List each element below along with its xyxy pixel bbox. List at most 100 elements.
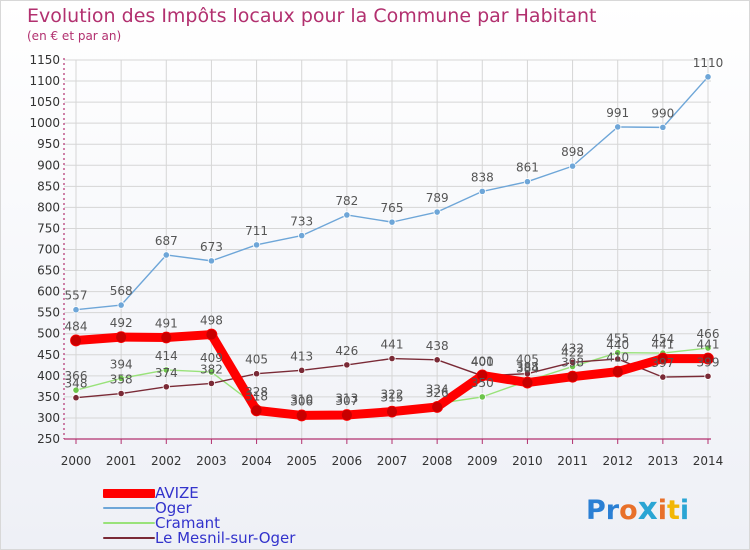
data-point-avize [521,376,534,389]
data-label-le-mesnil-sur-oger: 432 [561,341,584,355]
y-tick-label: 850 [37,179,60,193]
data-point-oger [388,218,396,226]
data-label-cramant: 388 [516,360,539,374]
data-point-avize [566,370,579,383]
x-tick-label: 2012 [602,454,633,468]
chart-title: Evolution des Impôts locaux pour la Comm… [27,5,597,27]
x-tick-label: 2011 [557,454,588,468]
data-point-oger [523,178,532,186]
data-label-avize: 315 [381,391,404,405]
data-label-avize: 318 [245,389,268,403]
data-point-le-mesnil-sur-oger [433,356,441,364]
x-tick-label: 2003 [196,454,227,468]
logo-letter: i [679,495,690,526]
data-label-le-mesnil-sur-oger: 405 [245,353,268,367]
data-label-le-mesnil-sur-oger: 400 [471,355,494,369]
legend-swatch-avize [103,488,155,498]
data-point-avize [160,331,173,344]
data-label-cramant: 350 [471,376,494,390]
data-point-le-mesnil-sur-oger [568,358,577,366]
data-label-cramant: 409 [200,351,223,365]
y-tick-label: 300 [37,411,60,425]
data-point-le-mesnil-sur-oger [207,379,216,388]
legend-label-le-mesnil-sur-oger: Le Mesnil-sur-Oger [155,529,296,547]
data-point-avize [611,365,624,378]
data-point-oger [162,251,170,259]
data-point-avize [431,401,444,413]
data-point-avize [115,331,128,343]
data-label-cramant: 334 [426,383,449,397]
x-tick-label: 2013 [648,454,679,468]
y-tick-label: 500 [37,327,60,341]
data-label-oger: 838 [471,170,494,184]
data-label-avize: 398 [561,356,584,370]
logo-letter: i [657,495,667,526]
data-point-avize [340,409,353,421]
x-tick-label: 2009 [467,454,498,468]
y-tick-label: 750 [37,221,60,235]
y-tick-label: 1150 [29,53,60,67]
data-point-oger [72,306,80,314]
data-point-oger [433,208,441,216]
data-label-le-mesnil-sur-oger: 440 [606,338,629,352]
data-point-oger [207,257,216,265]
data-point-le-mesnil-sur-oger [72,394,80,402]
data-label-cramant: 313 [335,391,358,405]
data-point-oger [252,241,261,249]
data-label-oger: 991 [606,106,629,120]
data-label-le-mesnil-sur-oger: 382 [200,362,223,376]
y-tick-label: 250 [37,432,60,446]
y-tick-label: 700 [37,243,60,257]
logo-letter: x [637,491,658,527]
y-tick-label: 350 [37,390,60,404]
data-label-cramant: 455 [606,332,629,346]
legend-swatch-oger [103,507,155,509]
data-label-cramant: 414 [155,349,178,363]
data-label-cramant: 366 [65,369,88,383]
logo-letter: P [586,495,606,526]
data-label-le-mesnil-sur-oger: 413 [290,349,313,363]
x-tick-label: 2007 [377,454,408,468]
data-label-oger: 765 [381,201,404,215]
data-label-oger: 687 [155,234,178,248]
data-point-avize [250,404,263,417]
data-label-avize: 306 [290,394,313,408]
logo-letter: o [619,495,638,526]
data-point-oger [704,73,712,81]
data-point-cramant [162,366,170,374]
data-point-le-mesnil-sur-oger [298,366,306,374]
data-label-oger: 711 [245,224,268,238]
x-tick-label: 2002 [151,454,182,468]
data-label-avize: 492 [110,316,133,330]
data-point-oger [298,232,306,240]
data-point-oger [478,187,486,195]
series-avize [70,328,714,422]
data-label-oger: 782 [335,194,358,208]
data-point-cramant [704,344,712,352]
logo-letter: t [666,495,680,526]
data-label-avize: 401 [471,354,494,368]
data-label-oger: 861 [516,161,539,175]
data-point-oger [614,123,622,131]
data-point-le-mesnil-sur-oger [162,383,170,391]
data-label-oger: 733 [290,215,313,229]
x-tick-label: 2000 [61,454,92,468]
data-label-le-mesnil-sur-oger: 405 [516,353,539,367]
data-label-oger: 990 [651,106,674,120]
data-point-oger [659,123,667,131]
data-label-avize: 484 [65,319,88,333]
data-label-le-mesnil-sur-oger: 438 [426,339,449,353]
data-point-cramant [117,374,125,382]
y-tick-label: 800 [37,200,60,214]
y-tick-label: 600 [37,285,60,299]
x-tick-label: 2006 [332,454,363,468]
axis-layer: 250 300 350 400 450 500 550 600 650 700 750 800 850 9… [29,53,723,468]
data-point-oger [343,211,351,219]
data-point-le-mesnil-sur-oger [614,355,622,363]
data-label-le-mesnil-sur-oger: 358 [110,373,133,387]
y-tick-label: 950 [37,137,60,151]
data-label-avize: 441 [697,338,720,352]
data-label-oger: 789 [426,191,449,205]
